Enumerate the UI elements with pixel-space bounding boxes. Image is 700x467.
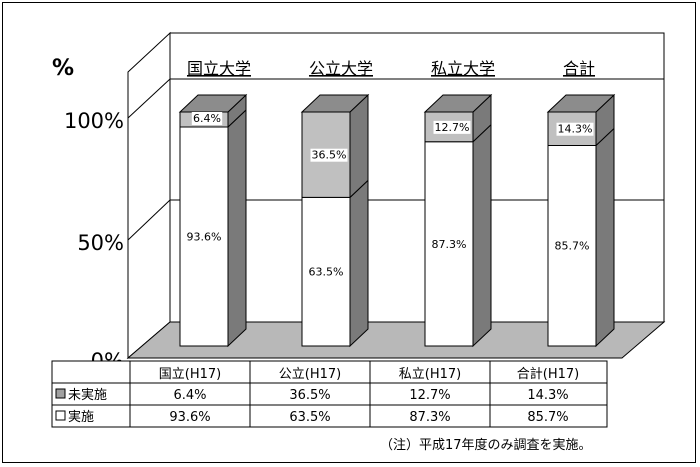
table-category-2: 私立(H17) xyxy=(399,367,461,382)
bar-implemented-side-3 xyxy=(595,127,615,348)
bar-label-implemented-2-bg xyxy=(430,237,468,251)
bar-implemented-side-0 xyxy=(227,108,247,348)
header-label-national: 国立大学 xyxy=(187,59,251,78)
bar-not-implemented-side-1 xyxy=(349,93,369,199)
chart-frame xyxy=(2,2,696,463)
chart-left-wall xyxy=(127,31,171,360)
footnote: （注）平成17年度のみ調査を実施。 xyxy=(380,438,592,453)
bar-label-implemented-2: 87.3% xyxy=(432,238,467,251)
gridline-50 xyxy=(127,199,171,241)
y-tick-50: 50% xyxy=(77,231,124,255)
table-cell-0-2: 12.7% xyxy=(409,388,450,403)
bar-label-not-implemented-1-bg xyxy=(310,148,348,162)
table-category-3: 合計(H17) xyxy=(517,366,579,382)
bar-label-not-implemented-3: 14.3% xyxy=(558,123,593,136)
bar-label-implemented-1: 63.5% xyxy=(309,266,344,279)
table-cell-0-1: 36.5% xyxy=(289,388,330,403)
header-label-total: 合計 xyxy=(563,59,595,78)
table-category-1: 公立(H17) xyxy=(279,367,341,382)
bar-label-not-implemented-2-bg xyxy=(433,120,471,134)
bar-top-1 xyxy=(300,94,370,113)
bar-label-implemented-3-bg xyxy=(553,239,591,253)
table-cell-1-3: 85.7% xyxy=(527,410,568,425)
bar-label-not-implemented-3-bg xyxy=(556,122,594,136)
bar-implemented-side-1 xyxy=(349,179,369,348)
bars-group: 93.6% 6.4% 63.5% 36.5% 87.3% 12.7% 85.7% 14.3% xyxy=(178,93,616,348)
bar-label-implemented-3: 85.7% xyxy=(555,240,590,253)
header-label-private: 私立大学 xyxy=(431,59,495,78)
bar-label-implemented-1-bg xyxy=(307,265,345,279)
bar-label-not-implemented-0: 6.4% xyxy=(193,112,221,125)
bar-implemented-side-2 xyxy=(472,123,492,348)
table-cell-0-0: 6.4% xyxy=(173,388,206,403)
table-row-label-1: 実施 xyxy=(68,409,94,425)
legend-swatch-implemented xyxy=(55,410,66,421)
table-cell-1-0: 93.6% xyxy=(169,410,210,425)
bar-label-not-implemented-1: 36.5% xyxy=(312,149,347,162)
chart-floor xyxy=(126,321,666,359)
header-label-public: 公立大学 xyxy=(309,59,373,78)
bar-top-3 xyxy=(546,94,616,113)
y-tick-100: 100% xyxy=(64,109,124,133)
bar-label-not-implemented-0-bg xyxy=(191,112,223,125)
y-unit-label: % xyxy=(52,56,74,81)
bar-label-not-implemented-2: 12.7% xyxy=(435,121,470,134)
legend-swatch-not-implemented xyxy=(55,388,66,399)
table-row-label-0: 未実施 xyxy=(68,387,107,403)
table-cell-1-1: 63.5% xyxy=(289,410,330,425)
table-cell-0-3: 14.3% xyxy=(527,388,568,403)
gridline-100 xyxy=(127,78,171,119)
data-table: 国立(H17) 公立(H17) 私立(H17) 合計(H17) 未実施 実施 6… xyxy=(51,360,608,428)
bar-label-implemented-0-bg xyxy=(185,230,223,244)
table-cell-1-2: 87.3% xyxy=(409,410,450,425)
bar-top-2 xyxy=(423,94,493,113)
bar-label-implemented-0: 93.6% xyxy=(187,230,222,243)
table-category-0: 国立(H17) xyxy=(159,367,221,382)
